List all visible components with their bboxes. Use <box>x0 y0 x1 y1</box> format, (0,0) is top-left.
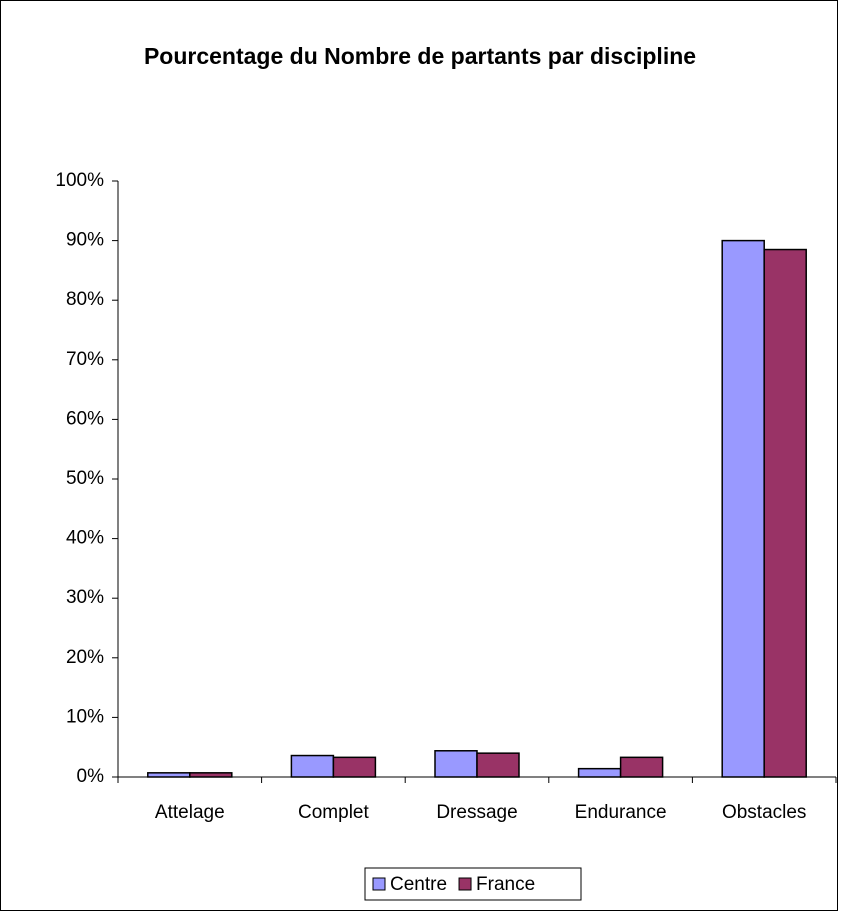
y-tick-label: 0% <box>77 766 105 787</box>
x-tick-label: Attelage <box>155 802 225 823</box>
bar <box>619 756 664 778</box>
bar <box>577 767 622 778</box>
x-tick-label: Endurance <box>575 802 667 823</box>
y-tick-label: 80% <box>66 289 104 310</box>
y-tick-label: 20% <box>66 647 104 668</box>
legend-label: France <box>476 874 535 895</box>
legend-box <box>364 867 582 901</box>
bar <box>763 248 807 778</box>
y-tick-label: 40% <box>66 528 104 549</box>
bar <box>721 239 765 778</box>
x-tick-label: Complet <box>298 802 369 823</box>
bar <box>147 772 191 778</box>
legend-swatch <box>458 877 472 891</box>
y-tick-label: 50% <box>66 468 104 489</box>
bar <box>290 754 335 778</box>
bar <box>476 752 520 778</box>
legend-label: Centre <box>390 874 447 895</box>
bar <box>332 756 377 778</box>
y-tick-label: 60% <box>66 408 104 429</box>
y-tick-label: 10% <box>66 706 104 727</box>
x-tick-label: Dressage <box>436 802 517 823</box>
x-tick-label: Obstacles <box>722 802 806 823</box>
y-tick-label: 90% <box>66 230 104 251</box>
y-tick-label: 70% <box>66 349 104 370</box>
y-tick-label: 30% <box>66 587 104 608</box>
bar <box>434 750 478 778</box>
chart-title: Pourcentage du Nombre de partants par di… <box>143 43 697 69</box>
legend-swatch <box>372 877 386 891</box>
y-tick-label: 100% <box>55 170 104 191</box>
bar <box>189 772 233 778</box>
